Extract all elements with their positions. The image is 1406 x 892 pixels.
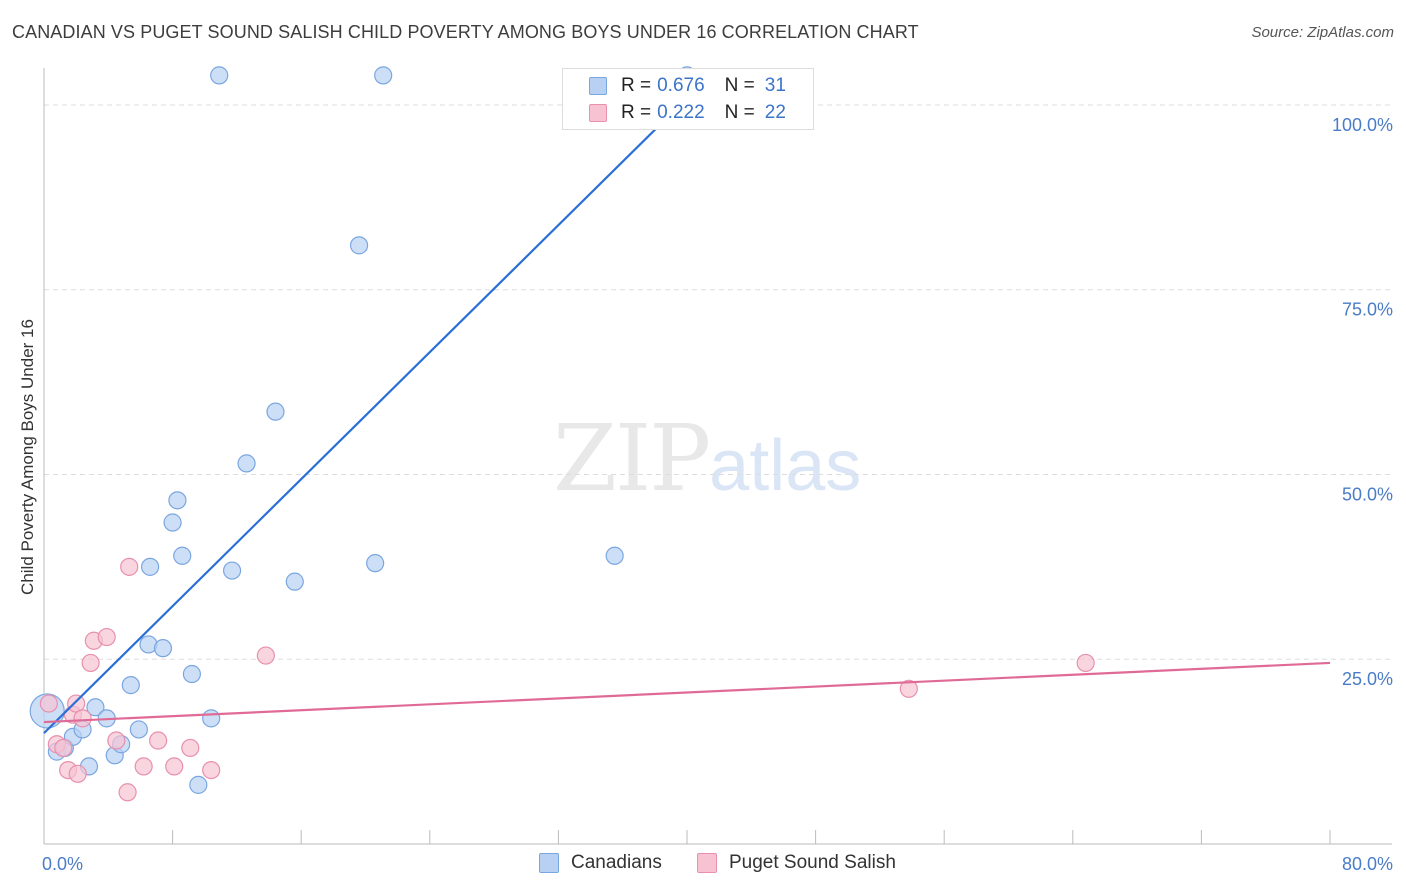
canadians-point bbox=[86, 698, 105, 717]
canadians-point bbox=[202, 709, 221, 728]
salish-point bbox=[73, 709, 92, 728]
salish-point bbox=[181, 738, 200, 758]
salish-point bbox=[39, 694, 58, 713]
canadians-point bbox=[189, 775, 208, 794]
legend-r-value: 0.222 bbox=[657, 102, 705, 123]
legend-row-canadians: R = 0.676 N = 31 bbox=[589, 73, 786, 99]
legend-r-label: R = bbox=[621, 102, 652, 123]
canadians-point bbox=[129, 720, 148, 739]
watermark: ZIPatlas bbox=[553, 405, 861, 512]
legend-row-salish: R = 0.222 N = 22 bbox=[589, 100, 786, 126]
salish-point bbox=[1076, 653, 1095, 673]
canadians-point bbox=[605, 546, 624, 565]
legend-n-label: N = bbox=[724, 102, 755, 123]
canadians-point bbox=[266, 402, 285, 421]
legend-item-label: Puget Sound Salish bbox=[729, 852, 896, 873]
canadians-point bbox=[366, 554, 385, 573]
canadians-point bbox=[163, 513, 182, 532]
canadians-point bbox=[173, 546, 192, 565]
chart-title: CANADIAN VS PUGET SOUND SALISH CHILD POV… bbox=[12, 22, 919, 42]
y-tick-label: 75.0% bbox=[1342, 300, 1393, 320]
series-legend: Canadians Puget Sound Salish bbox=[0, 852, 1406, 878]
canadians-point bbox=[153, 639, 173, 658]
canadians-point bbox=[210, 66, 229, 85]
salish-point bbox=[118, 783, 137, 802]
legend-n-value: 22 bbox=[764, 102, 786, 123]
legend-n-label: N = bbox=[724, 75, 755, 96]
watermark-zip: ZIP bbox=[553, 405, 711, 512]
legend-n-value: 31 bbox=[764, 75, 786, 96]
correlation-legend: R = 0.676 N = 31 R = 0.222 N = 22 bbox=[562, 68, 814, 130]
canadians-point bbox=[349, 236, 369, 255]
salish-point bbox=[256, 646, 275, 665]
legend-item-salish[interactable]: Puget Sound Salish bbox=[697, 852, 896, 874]
salish-point bbox=[165, 757, 184, 776]
canadians-legend-swatch bbox=[539, 853, 559, 873]
watermark-atlas: atlas bbox=[709, 426, 862, 506]
salish-legend-swatch bbox=[697, 853, 717, 873]
canadians-trend-line bbox=[43, 89, 696, 734]
legend-item-canadians[interactable]: Canadians bbox=[539, 852, 662, 874]
salish-point bbox=[120, 557, 139, 576]
salish-trend-line bbox=[43, 661, 1331, 724]
source-label: Source: ZipAtlas.com bbox=[1251, 24, 1394, 41]
salish-point bbox=[107, 731, 126, 750]
canadians-point bbox=[285, 572, 304, 591]
salish-swatch bbox=[589, 104, 607, 122]
salish-point bbox=[134, 757, 153, 776]
canadians-point bbox=[374, 66, 393, 85]
salish-point bbox=[81, 653, 100, 673]
y-tick-label: 100.0% bbox=[1332, 115, 1393, 135]
x-tick-label: 80.0% bbox=[1342, 854, 1393, 874]
salish-point bbox=[149, 731, 168, 750]
legend-r-label: R = bbox=[621, 75, 652, 96]
salish-point bbox=[68, 764, 87, 783]
canadians-swatch bbox=[589, 77, 607, 95]
legend-r-value: 0.676 bbox=[657, 75, 705, 96]
canadians-point bbox=[121, 676, 140, 695]
legend-item-label: Canadians bbox=[571, 852, 662, 873]
x-tick-label: 0.0% bbox=[42, 854, 83, 874]
canadians-point bbox=[168, 491, 187, 510]
canadians-point bbox=[237, 454, 256, 473]
canadians-point bbox=[222, 561, 242, 580]
y-tick-label: 25.0% bbox=[1342, 669, 1393, 689]
y-tick-label: 50.0% bbox=[1342, 484, 1393, 504]
salish-point bbox=[97, 627, 116, 647]
salish-point bbox=[54, 738, 73, 758]
salish-point bbox=[202, 760, 221, 780]
canadians-point bbox=[140, 557, 160, 576]
salish-point bbox=[899, 679, 918, 698]
canadians-point bbox=[182, 664, 201, 684]
